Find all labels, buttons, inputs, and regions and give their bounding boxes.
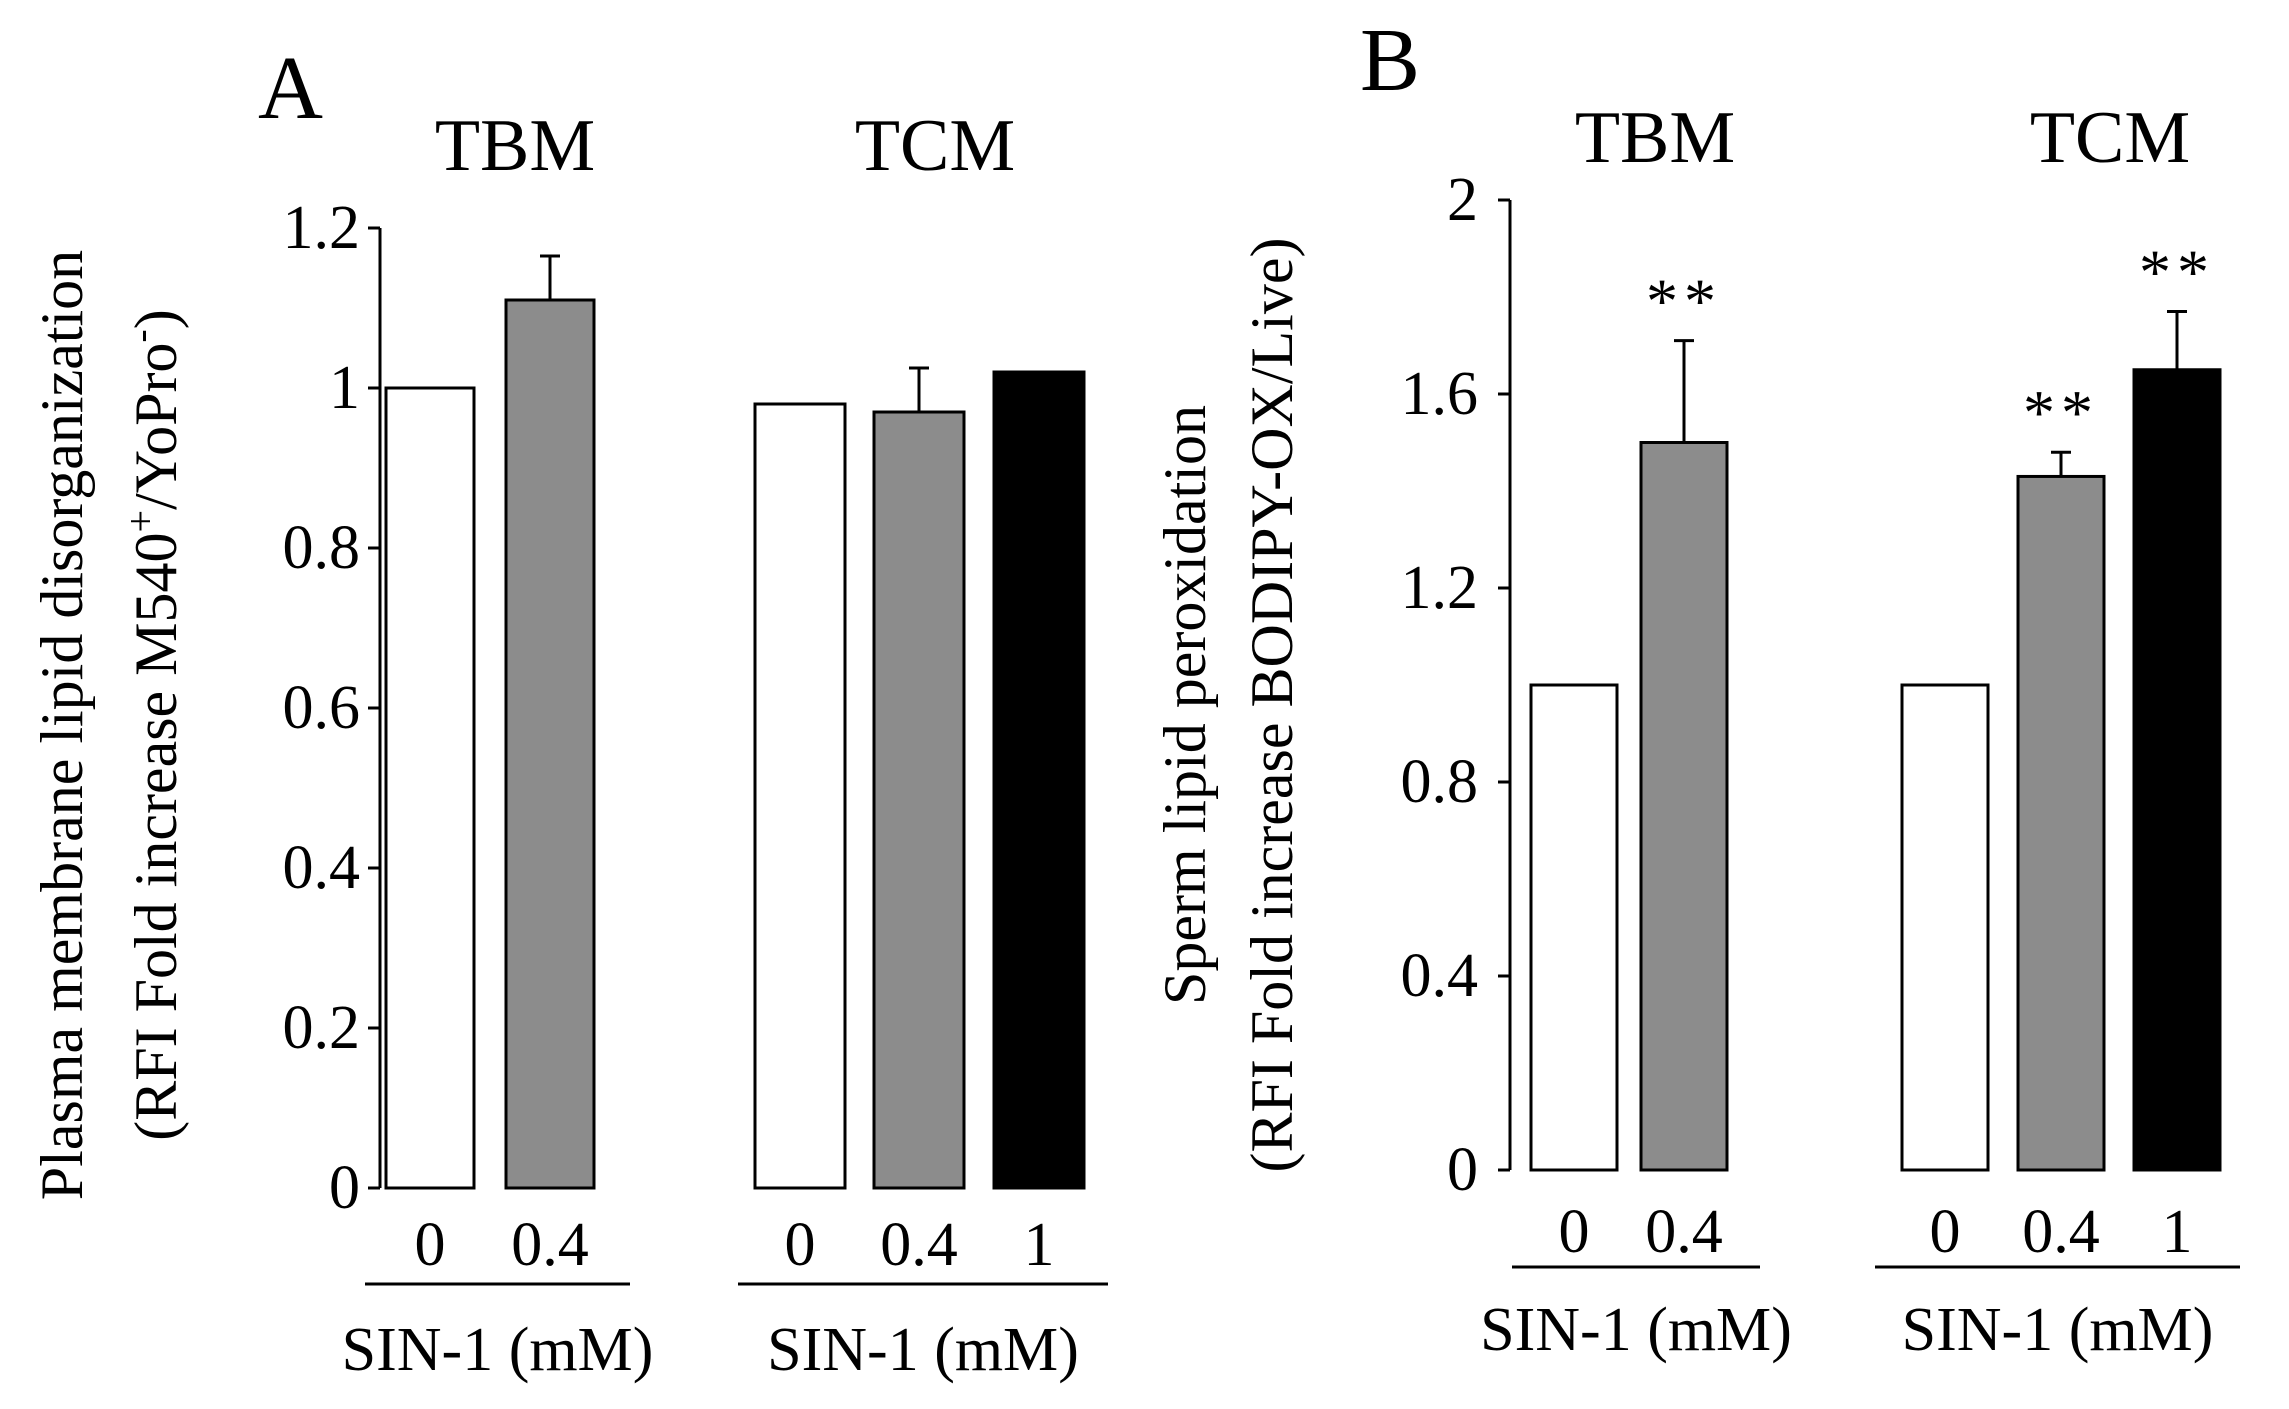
x-tick-label-b-tcm-1: 0.4: [2022, 1198, 2100, 1266]
panel-letter-a: A: [258, 39, 323, 138]
y-label-a-sup2: -: [118, 329, 163, 342]
x-tick-label-b-tbm-0: 0: [1559, 1198, 1590, 1266]
y-axis-label-a-line1: Plasma membrane lipid disorganization: [29, 250, 95, 1200]
x-axis-label-a-tbm: SIN-1 (mM): [342, 1316, 654, 1384]
y-tick-label-b-4: 1.6: [1401, 360, 1479, 428]
significance-b-tbm-1: **: [1646, 266, 1722, 337]
y-tick-label-b-3: 1.2: [1401, 554, 1479, 622]
y-label-a-mid: /YoPro: [123, 343, 189, 510]
bar-b-tcm-1: [2016, 474, 2106, 1172]
y-tick-label-a-6: 1.2: [283, 194, 361, 262]
y-tick-label-a-1: 0.2: [283, 994, 361, 1062]
bar-a-tcm-2: [992, 370, 1086, 1190]
plot-a: 0 0.2 0.4 0.6 0.8 1 1.2 TBM 0 0.4 SIN-1 (mM) TCM 0 0.…: [283, 105, 1108, 1384]
group-title-a-tbm: TBM: [435, 105, 595, 187]
group-title-b-tbm: TBM: [1575, 97, 1735, 179]
panel-letter-b: B: [1360, 11, 1420, 110]
y-label-a-main: (RFI Fold increase M540: [123, 532, 189, 1140]
x-axis-label-b-tcm: SIN-1 (mM): [1902, 1296, 2214, 1364]
y-tick-label-b-1: 0.4: [1401, 942, 1479, 1010]
x-axis-label-a-tcm: SIN-1 (mM): [767, 1316, 1079, 1384]
panel-a: A Plasma membrane lipid disorganization …: [29, 39, 323, 1200]
bar-b-tbm-0: [1529, 683, 1619, 1172]
bar-a-tbm-1: [504, 298, 596, 1190]
x-tick-label-b-tcm-0: 0: [1930, 1198, 1961, 1266]
bar-a-tcm-1: [872, 410, 966, 1190]
x-tick-label-a-tcm-1: 0.4: [880, 1211, 958, 1279]
bar-a-tcm-0: [753, 402, 847, 1190]
y-axis-label-b-line1: Sperm lipid peroxidation: [1152, 405, 1218, 1005]
y-tick-label-a-3: 0.6: [283, 674, 361, 742]
y-label-a-end: ): [123, 309, 189, 329]
x-tick-label-a-tbm-0: 0: [415, 1211, 446, 1279]
y-tick-label-a-4: 0.8: [283, 514, 361, 582]
y-axis-label-a-line2: (RFI Fold increase M540+/YoPro-): [118, 309, 190, 1140]
x-tick-label-a-tcm-0: 0: [785, 1211, 816, 1279]
y-tick-label-a-5: 1: [329, 354, 360, 422]
significance-b-tcm-2: **: [2139, 237, 2215, 308]
bar-b-tcm-2: [2132, 368, 2222, 1172]
x-tick-label-b-tcm-2: 1: [2162, 1198, 2193, 1266]
plot-b: 0 0.4 0.8 1.2 1.6 2 TBM 0 ** 0.4 SIN-1 (mM) TCM 0 ** 0…: [1401, 97, 2240, 1364]
group-title-a-tcm: TCM: [855, 105, 1015, 187]
y-tick-label-b-2: 0.8: [1401, 748, 1479, 816]
x-tick-label-a-tbm-1: 0.4: [511, 1211, 589, 1279]
y-axis-label-b-line2: (RFI Fold increase BODIPY-OX/Live): [1239, 238, 1305, 1173]
group-title-b-tcm: TCM: [2030, 97, 2190, 179]
bar-b-tcm-0: [1900, 683, 1990, 1172]
y-tick-label-a-2: 0.4: [283, 834, 361, 902]
x-tick-label-b-tbm-1: 0.4: [1645, 1198, 1723, 1266]
y-label-a-sup1: +: [118, 510, 163, 533]
y-tick-label-a-0: 0: [329, 1154, 360, 1222]
y-tick-label-b-0: 0: [1447, 1136, 1478, 1204]
significance-b-tcm-1: **: [2023, 377, 2099, 448]
panel-b: B Sperm lipid peroxidation (RFI Fold inc…: [1152, 11, 1420, 1172]
x-axis-label-b-tbm: SIN-1 (mM): [1480, 1296, 1792, 1364]
bar-a-tbm-0: [384, 386, 476, 1190]
x-tick-label-a-tcm-2: 1: [1024, 1211, 1055, 1279]
y-tick-label-b-5: 2: [1447, 166, 1478, 234]
bar-b-tbm-1: [1639, 441, 1729, 1172]
